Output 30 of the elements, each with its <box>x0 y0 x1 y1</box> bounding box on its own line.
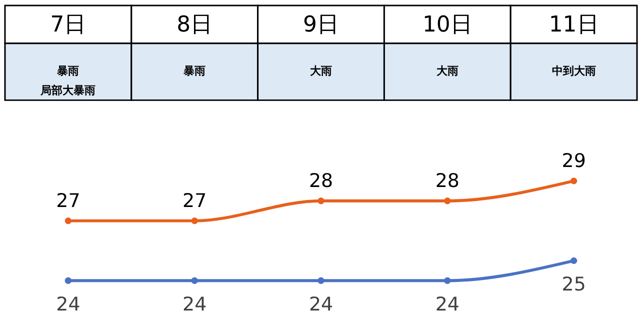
data-label: 28 <box>308 170 334 192</box>
point <box>570 257 578 264</box>
data-label: 24 <box>435 294 460 316</box>
text: 暴雨局部大暴雨 <box>40 64 96 98</box>
data-label: 27 <box>56 190 80 212</box>
text: 暴雨 <box>182 64 206 78</box>
data-label: 25 <box>562 274 586 296</box>
data-label: 24 <box>182 294 207 316</box>
x-tick-label: 10日 <box>422 12 472 38</box>
data-label: 24 <box>308 294 334 316</box>
data-label: 27 <box>182 190 207 212</box>
data-label: 29 <box>562 150 586 172</box>
point <box>64 217 72 224</box>
text: 大雨 <box>436 64 458 78</box>
data-label: 24 <box>56 294 80 316</box>
text: 大雨 <box>310 64 332 78</box>
point <box>191 277 198 284</box>
x-tick-label: 9日 <box>303 12 339 38</box>
point <box>191 217 198 224</box>
point <box>64 277 72 284</box>
point <box>318 277 324 284</box>
point <box>444 277 451 284</box>
point <box>444 198 451 204</box>
data-label: 28 <box>435 170 460 192</box>
x-tick-label: 8日 <box>176 12 213 38</box>
point <box>318 198 324 204</box>
x-tick-label: 11日 <box>548 12 599 38</box>
text: 中到大雨 <box>552 64 596 78</box>
point <box>570 178 578 184</box>
x-tick-label: 7日 <box>50 12 86 38</box>
